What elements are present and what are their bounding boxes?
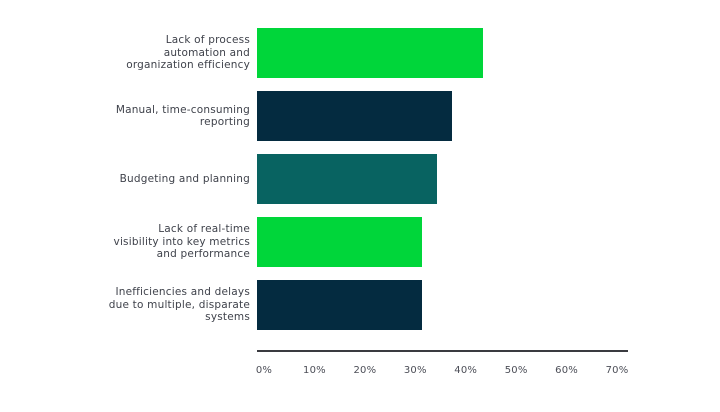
category-label-line: organization efficiency [126, 59, 250, 72]
category-label-line: Manual, time-consuming [115, 103, 250, 116]
x-axis-tick-label: 60% [555, 365, 578, 376]
category-label-line: and performance [156, 248, 250, 261]
bar [257, 154, 437, 204]
category-label: Inefficiencies and delays due to multipl… [0, 286, 250, 324]
category-label-line: Lack of process [165, 34, 250, 47]
bar-track [257, 154, 628, 204]
bar [257, 217, 422, 267]
category-label-line: Lack of real-time [158, 223, 250, 236]
x-axis-tick-label: 10% [303, 365, 326, 376]
category-label-line: visibility into key metrics [113, 235, 250, 248]
bar-track [257, 280, 628, 330]
bar-row: Budgeting and planning [0, 154, 628, 204]
bar-row: Lack of process automation and organizat… [0, 28, 628, 78]
bar-track [257, 28, 628, 78]
bar [257, 280, 422, 330]
bar-track [257, 217, 628, 267]
category-label: Manual, time-consuming reporting [0, 104, 250, 129]
bar [257, 91, 452, 141]
bar-row: Lack of real-time visibility into key me… [0, 217, 628, 267]
category-label-line: Budgeting and planning [119, 172, 250, 185]
category-label-line: automation and [163, 46, 250, 59]
x-axis-line [257, 350, 628, 352]
x-axis-tick-label: 30% [403, 365, 427, 376]
bar [257, 28, 483, 78]
x-axis-tick-label: 20% [353, 365, 377, 376]
bar-rows: Lack of process automation and organizat… [0, 28, 628, 343]
x-axis-tick-label: 50% [504, 365, 528, 376]
category-label: Lack of process automation and organizat… [0, 34, 250, 72]
category-label-line: Inefficiencies and delays [115, 286, 250, 299]
x-axis-tick-label: 40% [454, 365, 478, 376]
category-label: Budgeting and planning [0, 173, 250, 186]
x-axis-tick-labels: 0% 10% 20% 30% 40% 50% 60% 70% [255, 365, 629, 379]
x-axis-tick-label: 70% [605, 365, 629, 376]
category-label-line: systems [205, 311, 250, 324]
bar-track [257, 91, 628, 141]
category-label: Lack of real-time visibility into key me… [0, 223, 250, 261]
bar-row: Manual, time-consuming reporting [0, 91, 628, 141]
bar-row: Inefficiencies and delays due to multipl… [0, 280, 628, 330]
category-label-line: reporting [199, 116, 250, 128]
category-label-line: due to multiple, disparate [108, 298, 250, 311]
x-axis-tick-label: 0% [255, 365, 273, 376]
